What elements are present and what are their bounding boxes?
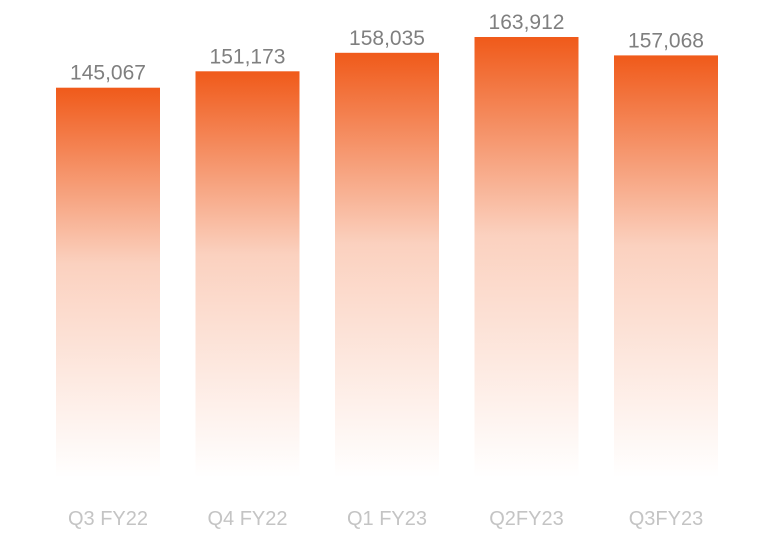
- value-label-5: 157,068: [628, 29, 704, 52]
- bar-4: [474, 37, 579, 478]
- value-label-2: 151,173: [210, 45, 286, 68]
- x-tick-label-1: Q3 FY22: [68, 508, 148, 530]
- x-tick-label-5: Q3FY23: [629, 508, 703, 530]
- bar-2: [195, 71, 300, 479]
- x-tick-label-4: Q2FY23: [489, 508, 563, 530]
- value-label-1: 145,067: [70, 62, 146, 85]
- value-label-3: 158,035: [349, 27, 425, 50]
- x-tick-label-3: Q1 FY23: [347, 508, 427, 530]
- value-label-4: 163,912: [489, 11, 565, 34]
- bar-3: [335, 52, 439, 479]
- bar-5: [614, 55, 718, 479]
- x-tick-label-2: Q4 FY22: [207, 508, 287, 530]
- bar-1: [56, 87, 160, 478]
- bars-group: [56, 37, 718, 479]
- x-axis-tick-labels: Q3 FY22 Q4 FY22 Q1 FY23 Q2FY23 Q3FY23: [68, 508, 703, 530]
- value-labels-group: 145,067 151,173 158,035 163,912 157,068: [70, 11, 704, 85]
